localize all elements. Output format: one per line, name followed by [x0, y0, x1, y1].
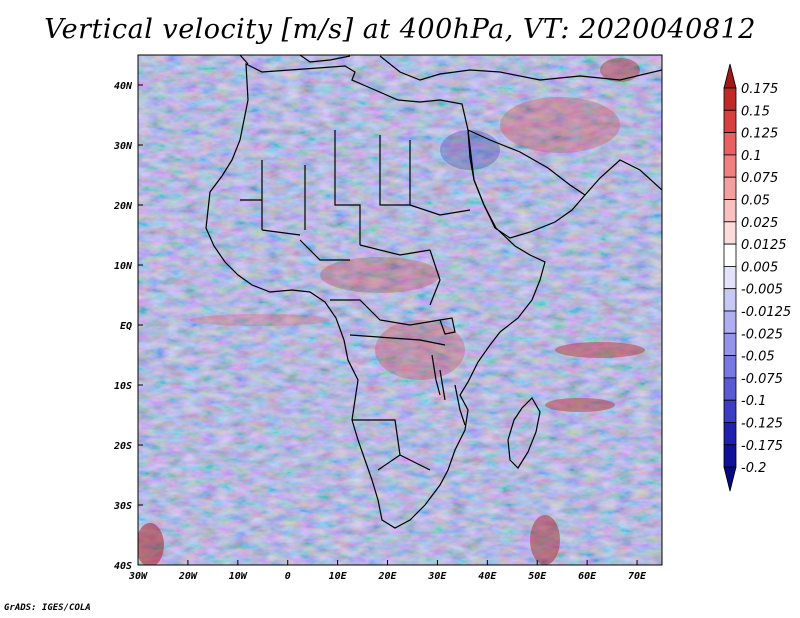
grads-credit: GrADS: IGES/COLA: [4, 603, 91, 613]
lon-tick-label: 20W: [178, 571, 198, 582]
colorbar-swatch: [723, 444, 737, 468]
lon-tick-label: 20E: [377, 571, 397, 582]
lat-tick-label: 10N: [114, 261, 133, 272]
colorbar-label: 0.1: [741, 149, 762, 164]
colorbar-label: 0.15: [741, 104, 770, 119]
colorbar-label: -0.025: [741, 327, 783, 342]
lat-tick-label: 40S: [114, 561, 132, 572]
colorbar-swatch: [723, 154, 737, 178]
colorbar-swatch: [723, 132, 737, 156]
colorbar-label: 0.0125: [741, 238, 787, 253]
colorbar-swatch: [723, 243, 737, 267]
colorbar-swatch: [723, 265, 737, 290]
lon-tick-label: 60E: [578, 571, 597, 582]
lon-tick-label: 10W: [229, 571, 248, 582]
colorbar-label: 0.025: [741, 216, 778, 231]
latitude-axis: 40N 30N 20N 10N EQ 10S 20S 30S 40S: [113, 81, 143, 572]
colorbar-top-arrow: [723, 63, 737, 89]
lat-tick-label: 30N: [113, 141, 133, 152]
colorbar-bottom-arrow: [723, 466, 737, 492]
colorbar-swatch: [723, 422, 737, 446]
colorbar-label: 0.075: [741, 171, 778, 186]
lon-tick-label: 40E: [478, 571, 497, 582]
map-frame: [137, 54, 663, 566]
colorbar-label: 0.175: [741, 82, 778, 97]
lat-tick-label: 40N: [114, 81, 133, 92]
lon-tick-label: 50E: [528, 571, 547, 582]
colorbar-label: -0.075: [741, 372, 783, 387]
colorbar: 0.175 0.15 0.125 0.1 0.075 0.05 0.025 0.0125 0.0…: [723, 63, 791, 492]
longitude-axis: 30W 20W 10W 0 10E 20E 30E 40E 50E 60E 70E: [128, 560, 647, 582]
colorbar-label: 0.125: [741, 127, 778, 142]
lat-tick-label: 30S: [113, 501, 132, 512]
lon-tick-label: 30E: [427, 571, 447, 582]
colorbar-label: 0.005: [741, 260, 778, 275]
colorbar-label: -0.175: [741, 439, 783, 454]
coastlines: [205, 55, 662, 529]
colorbar-swatch: [723, 288, 737, 312]
map-title: Vertical velocity [m/s] at 400hPa, VT: 2…: [44, 14, 756, 45]
colorbar-label: -0.005: [741, 283, 783, 298]
velocity-field: [138, 55, 662, 565]
colorbar-swatch: [723, 176, 737, 200]
lat-tick-label: EQ: [120, 321, 132, 332]
lon-tick-label: 70E: [628, 571, 647, 582]
colorbar-label: -0.0125: [741, 305, 791, 320]
colorbar-label: -0.2: [741, 461, 766, 476]
colorbar-swatch: [723, 109, 737, 134]
lat-tick-label: 10S: [114, 381, 132, 392]
colorbar-swatch: [723, 399, 737, 423]
lat-tick-label: 20S: [113, 441, 132, 452]
colorbar-swatch: [723, 310, 737, 334]
colorbar-swatch: [723, 332, 737, 356]
lon-tick-label: 10E: [329, 571, 348, 582]
colorbar-label: -0.125: [741, 417, 783, 432]
lat-tick-label: 20N: [113, 201, 133, 212]
lon-tick-label: 30W: [128, 571, 148, 582]
colorbar-swatch: [723, 221, 737, 245]
colorbar-swatch: [723, 377, 737, 401]
colorbar-label: -0.1: [741, 394, 766, 409]
colorbar-swatch: [723, 199, 737, 223]
lon-tick-label: 0: [285, 571, 291, 582]
colorbar-label: 0.05: [741, 194, 770, 209]
colorbar-label: -0.05: [741, 350, 775, 365]
colorbar-swatch: [723, 87, 737, 111]
colorbar-swatch: [723, 355, 737, 379]
